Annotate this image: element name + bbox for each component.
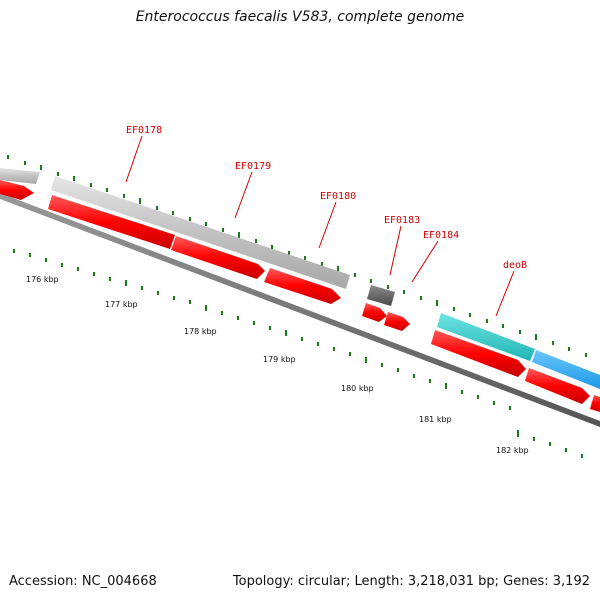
gene-labels: EF0178 EF0179 EF0180 EF0183 EF0184 deoB: [126, 125, 527, 271]
gene-feature[interactable]: [0, 168, 40, 184]
cds-arrow[interactable]: [590, 395, 600, 412]
scale-label: 177 kbp: [105, 300, 138, 309]
cds-track: [0, 180, 600, 412]
gene-label-leaders: [125, 135, 515, 317]
gene-label-ef0183: EF0183: [384, 215, 420, 226]
gene-feature-blue[interactable]: [532, 350, 600, 389]
scale-label: 179 kbp: [263, 355, 296, 364]
page-title: Enterococcus faecalis V583, complete gen…: [135, 9, 465, 25]
gene-feature-ef0178-0180[interactable]: [51, 176, 350, 289]
genome-summary: Topology: circular; Length: 3,218,031 bp…: [232, 574, 590, 589]
scale-label: 176 kbp: [26, 275, 59, 284]
scale-label: 182 kbp: [496, 446, 529, 455]
gene-feature-ef0183[interactable]: [367, 285, 395, 306]
cds-arrow[interactable]: [525, 368, 590, 404]
genome-backbone: [0, 193, 600, 427]
gene-label-ef0178: EF0178: [126, 125, 162, 136]
scale-labels: 176 kbp 177 kbp 178 kbp 179 kbp 180 kbp …: [26, 275, 529, 455]
cds-arrow[interactable]: [362, 303, 387, 322]
cds-arrow[interactable]: [264, 268, 341, 304]
scale-label: 180 kbp: [341, 384, 374, 393]
gene-label-deob: deoB: [503, 260, 527, 271]
cds-arrow[interactable]: [48, 195, 175, 249]
scale-label: 178 kbp: [184, 327, 217, 336]
cds-arrow[interactable]: [384, 312, 410, 331]
cds-arrow[interactable]: [0, 180, 34, 200]
upper-tick-track: [7, 155, 587, 357]
scale-label: 181 kbp: [419, 415, 452, 424]
gene-feature-deob[interactable]: [437, 313, 535, 361]
accession-label: Accession: NC_004668: [9, 574, 157, 589]
gene-label-ef0184: EF0184: [423, 230, 459, 241]
gene-track-upper: [0, 168, 600, 389]
gene-label-ef0180: EF0180: [320, 191, 356, 202]
cds-arrow[interactable]: [431, 330, 526, 377]
gene-label-ef0179: EF0179: [235, 161, 271, 172]
lower-tick-track: [13, 249, 583, 458]
cds-arrow[interactable]: [171, 236, 265, 279]
